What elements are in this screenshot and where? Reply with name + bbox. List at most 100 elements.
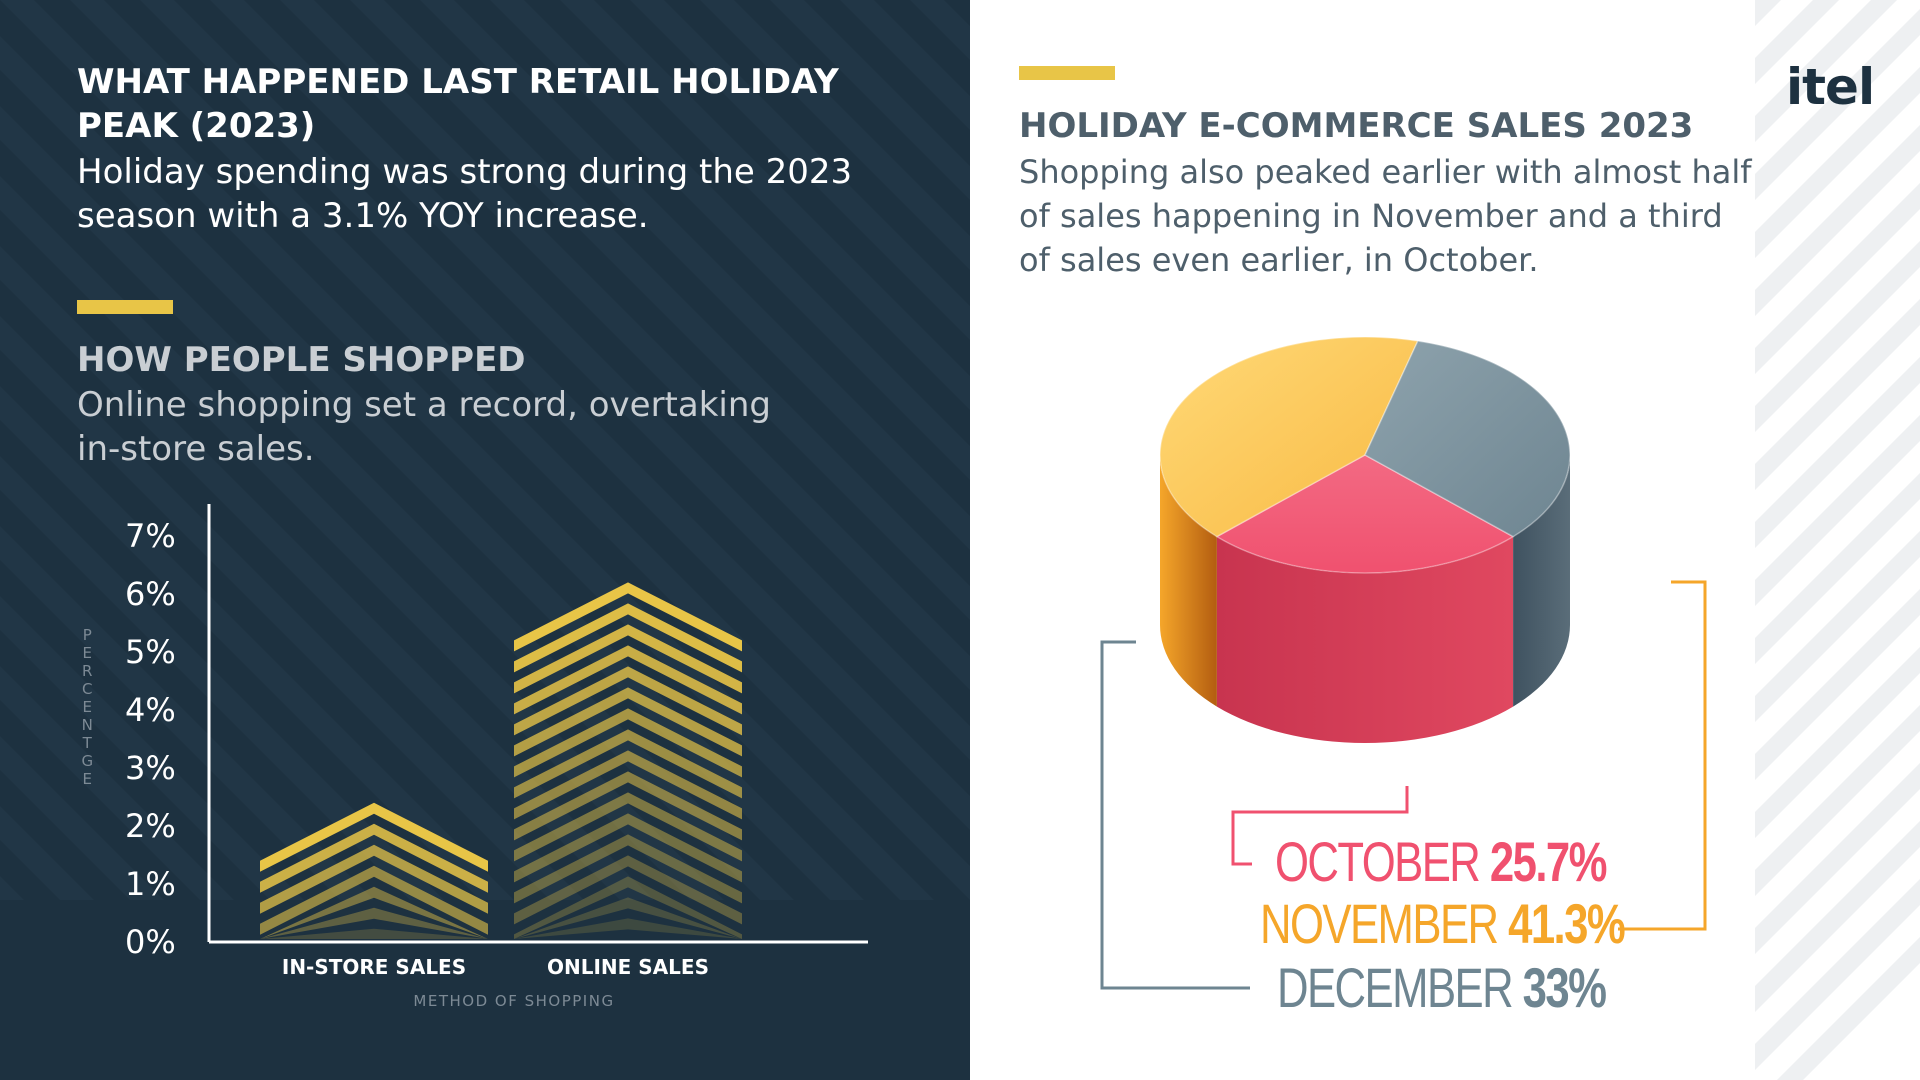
bar-chevron: [514, 708, 742, 778]
legend-october-label: OCTOBER: [1275, 830, 1481, 893]
stripe: [560, 0, 970, 411]
left-panel: WHAT HAPPENED LAST RETAIL HOLIDAY PEAK (…: [0, 0, 970, 1080]
bar-chevron: [260, 886, 488, 939]
pie-slice-november: [1159, 336, 1419, 538]
x-axis-title: METHOD OF SHOPPING: [413, 992, 614, 1010]
stripe: [0, 386, 514, 900]
stripe: [1755, 763, 1920, 954]
stripe: [140, 0, 970, 830]
stripe: [0, 106, 794, 900]
bar-chevron: [514, 666, 742, 736]
bar-chevron: [260, 823, 488, 893]
y-tick-label: 3%: [125, 749, 176, 787]
stripe: [1755, 531, 1920, 722]
stripe: [280, 0, 970, 690]
stripe: [700, 0, 970, 270]
stripe: [1755, 0, 1781, 26]
legend-december: DECEMBER 33%: [1277, 956, 1607, 1019]
stripe: [1755, 9, 1920, 200]
bar-chevron: [514, 897, 742, 939]
stripe: [0, 736, 164, 900]
bar-chevron: [514, 624, 742, 694]
stripe: [420, 0, 970, 550]
pie-wall-november: [1160, 455, 1217, 707]
legend-november: NOVEMBER 41.3%: [1260, 892, 1626, 955]
bar-chevron: [514, 792, 742, 862]
bar-chevron: [514, 687, 742, 757]
stripe: [1755, 241, 1920, 432]
legend-december-value: 33%: [1522, 956, 1607, 1019]
section-subtitle: Online shopping set a record, overtaking…: [77, 385, 771, 469]
y-tick-label: 7%: [125, 517, 176, 555]
stripe: [0, 245, 654, 900]
pie-wall-december: [1513, 455, 1570, 707]
december-bracket: [1100, 640, 1250, 990]
pie-slice-october: [1215, 454, 1515, 574]
stripe: [1755, 879, 1920, 1070]
stripe: [1755, 357, 1920, 548]
pie-wall-october: [1216, 536, 1514, 743]
legend-brackets: [1100, 580, 1707, 990]
bar-chevron: [514, 603, 742, 673]
stripe: [70, 0, 970, 900]
bar-chevron: [514, 582, 742, 652]
bar-chevron: [514, 855, 742, 925]
bar-chevron: [514, 729, 742, 799]
stripe: [0, 666, 234, 900]
stripe: [0, 876, 24, 900]
legend-november-value: 41.3%: [1508, 892, 1626, 955]
bar-chevron: [514, 750, 742, 820]
bar-chevron: [514, 813, 742, 883]
stripe: [630, 0, 970, 340]
bar-chevron: [260, 907, 488, 939]
stripe: [1777, 937, 1920, 1080]
stripe: [0, 806, 94, 900]
stripe: [0, 0, 934, 900]
legend-october: OCTOBER 25.7%: [1275, 830, 1608, 893]
accent-bar-right: [1019, 66, 1115, 80]
bar-online-sales: [514, 582, 742, 939]
legend-october-value: 25.7%: [1489, 830, 1608, 893]
bar-chevron: [260, 928, 488, 939]
stripe: [210, 0, 970, 760]
stripe: [1755, 647, 1920, 838]
bar-in-store-sales: [260, 802, 488, 939]
october-connector: [1231, 786, 1409, 866]
bar-chevron: [514, 918, 742, 939]
y-tick-label: 0%: [125, 923, 176, 961]
bar-chevron: [514, 771, 742, 841]
stripe: [1755, 821, 1920, 1012]
bar-chevron: [514, 645, 742, 715]
x-category-label: ONLINE SALES: [547, 955, 709, 979]
stripe: [1755, 67, 1920, 258]
stripe: [350, 0, 970, 620]
pie-chart: [1159, 336, 1571, 743]
ecommerce-subtitle: Shopping also peaked earlier with almost…: [1019, 153, 1752, 279]
stripe: [1755, 125, 1920, 316]
november-bracket: [1618, 580, 1707, 931]
stripe: [1755, 705, 1920, 896]
stripe: [1755, 415, 1920, 606]
main-subtitle: Holiday spending was strong during the 2…: [77, 152, 853, 236]
bar-chart: 0% 1% 2% 3% 4% 5% 6% 7% IN-STORE SALES ONLINE SA…: [81, 504, 868, 1010]
itel-logo: itel: [1786, 58, 1875, 116]
section-title: HOW PEOPLE SHOPPED: [77, 340, 526, 380]
y-tick-label: 6%: [125, 575, 176, 613]
main-title: WHAT HAPPENED LAST RETAIL HOLIDAY PEAK (…: [77, 62, 839, 146]
stripe: [1755, 473, 1920, 664]
stripe: [1755, 183, 1920, 374]
stripe: [0, 596, 304, 900]
stripe: [1755, 299, 1920, 490]
stripe: [840, 0, 970, 130]
x-category-label: IN-STORE SALES: [282, 955, 466, 979]
pie-slice-december: [1364, 340, 1571, 538]
bar-chevron: [514, 834, 742, 904]
y-tick-label: 1%: [125, 865, 176, 903]
stripe: [0, 456, 444, 900]
bar-chevron: [260, 844, 488, 914]
stripe: [1755, 0, 1839, 84]
y-tick-label: 4%: [125, 691, 176, 729]
ecommerce-title: HOLIDAY E-COMMERCE SALES 2023: [1019, 106, 1694, 146]
stripe: [1755, 589, 1920, 780]
